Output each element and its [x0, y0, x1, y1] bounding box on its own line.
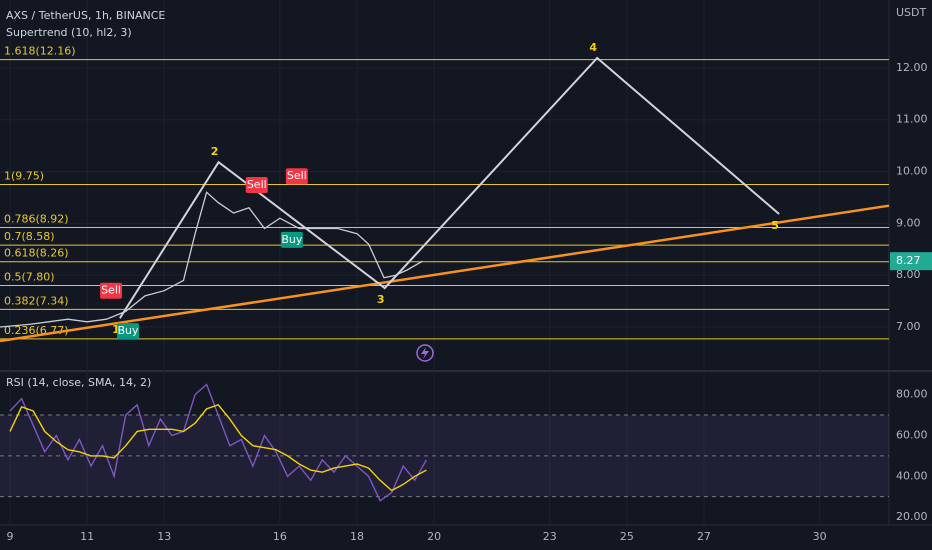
x-tick-label: 20 — [427, 530, 441, 543]
y-tick-label: 9.00 — [896, 216, 921, 229]
wave-label: 2 — [211, 145, 219, 158]
x-tick-label: 9 — [7, 530, 14, 543]
fib-label: 0.5(7.80) — [4, 271, 55, 284]
signal-label: Sell — [247, 178, 267, 191]
signal-label: Buy — [117, 324, 139, 337]
indicator-label: Supertrend (10, hl2, 3) — [6, 26, 132, 39]
x-tick-label: 27 — [697, 530, 711, 543]
signal-marker — [116, 323, 139, 340]
signal-marker — [100, 282, 123, 299]
signal-label: Sell — [101, 284, 121, 297]
fib-label: 0.786(8.92) — [4, 212, 69, 225]
last-price-tag — [890, 252, 932, 271]
rsi-title: RSI (14, close, SMA, 14, 2) — [6, 376, 151, 389]
y-tick-label: 40.00 — [896, 469, 928, 482]
chart-title: AXS / TetherUS, 1h, BINANCE — [6, 9, 165, 22]
fib-label: 0.618(8.26) — [4, 247, 69, 260]
fib-label: 0.382(7.34) — [4, 294, 69, 307]
y-tick-label: 7.00 — [896, 320, 921, 333]
last-price-label: 8.27 — [896, 254, 921, 267]
y-tick-label: 60.00 — [896, 428, 928, 441]
fib-label: 1.618(12.16) — [4, 45, 76, 58]
fib-label: 0.7(8.58) — [4, 230, 55, 243]
alert-icon[interactable] — [416, 344, 434, 362]
y-tick-label: 8.00 — [896, 268, 921, 281]
wave-label: 1 — [112, 323, 120, 336]
axis-unit: USDT — [896, 6, 927, 19]
signal-marker — [245, 177, 268, 193]
y-tick-label: 20.00 — [896, 510, 928, 523]
rsi-line — [9, 403, 427, 492]
fib-label: 1(9.75) — [4, 169, 44, 182]
signal-label: Buy — [281, 233, 303, 246]
y-tick-label: 11.00 — [896, 113, 928, 126]
wave-label: 4 — [589, 41, 597, 54]
x-tick-label: 23 — [543, 530, 557, 543]
signal-label: Sell — [287, 169, 307, 182]
wave-label: 3 — [377, 293, 385, 306]
trendline — [0, 204, 890, 343]
wave-label: 5 — [771, 219, 779, 232]
x-tick-label: 11 — [80, 530, 94, 543]
x-tick-label: 25 — [620, 530, 634, 543]
y-tick-label: 80.00 — [896, 388, 928, 401]
rsi-line — [9, 383, 428, 502]
wave-line — [119, 56, 780, 319]
price-line — [0, 191, 423, 328]
x-tick-label: 18 — [350, 530, 364, 543]
rsi-band — [0, 415, 889, 497]
x-tick-label: 30 — [813, 530, 827, 543]
x-tick-label: 13 — [157, 530, 171, 543]
signal-marker — [285, 168, 308, 185]
y-tick-label: 12.00 — [896, 61, 928, 74]
alert-bolt — [421, 347, 429, 359]
signal-marker — [280, 231, 303, 248]
y-tick-label: 10.00 — [896, 165, 928, 178]
x-tick-label: 16 — [273, 530, 287, 543]
